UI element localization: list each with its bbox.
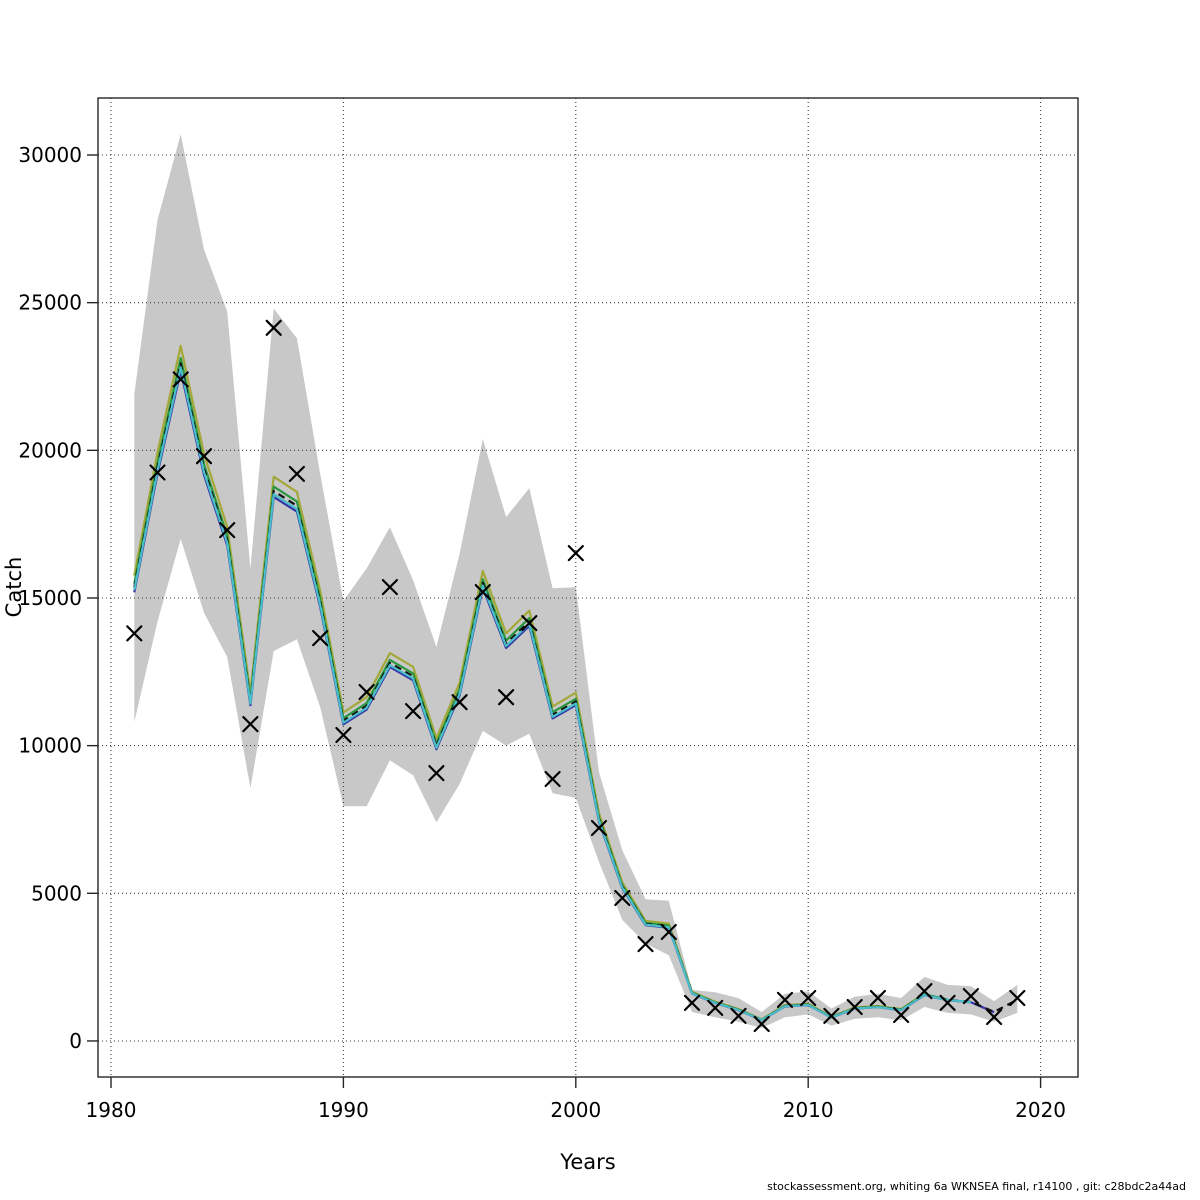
observed-catch-marker: [637, 936, 654, 953]
y-axis-title: Catch: [2, 556, 26, 618]
x-tick-label: 2000: [550, 1098, 601, 1122]
observed-catch-markers: [126, 319, 1026, 1033]
y-tick-label: 10000: [18, 734, 82, 758]
observed-catch-marker: [986, 1008, 1003, 1026]
observed-catch-marker: [381, 579, 398, 596]
observed-catch-marker: [219, 522, 236, 539]
observed-catch-marker: [962, 988, 979, 1005]
observed-catch-marker: [405, 703, 422, 720]
y-tick-label: 30000: [18, 143, 82, 167]
x-axis-title: Years: [560, 1150, 616, 1174]
x-tick-label: 2020: [1015, 1098, 1066, 1122]
confidence-band: [134, 134, 1018, 1029]
x-tick-label: 1990: [318, 1098, 369, 1122]
observed-catch-marker: [521, 615, 538, 632]
y-tick-label: 25000: [18, 291, 82, 315]
observed-catch-marker: [195, 448, 213, 465]
observed-catch-marker: [730, 1007, 747, 1024]
observed-catch-marker: [451, 694, 468, 711]
observed-catch-marker: [893, 1006, 910, 1024]
observed-catch-marker: [660, 923, 677, 941]
observed-catch-marker: [474, 584, 491, 601]
y-tick-label: 0: [69, 1029, 82, 1053]
observed-catch-marker: [683, 994, 701, 1011]
observed-catch-marker: [149, 464, 166, 481]
observed-catch-marker: [498, 689, 515, 706]
observed-catch-marker: [1009, 989, 1026, 1007]
observed-catch-marker: [846, 998, 863, 1016]
y-tick-label: 15000: [18, 586, 82, 610]
observed-catch-marker: [823, 1007, 840, 1024]
observed-catch-marker: [126, 625, 143, 642]
fit-line-final-run-2019: [133, 362, 1018, 1022]
observed-catch-marker: [288, 465, 305, 482]
y-tick-label: 20000: [18, 438, 82, 462]
observed-catch-marker: [544, 770, 561, 788]
observed-catch-marker: [707, 999, 724, 1016]
plot-border: [97, 97, 1079, 1078]
observed-catch-marker: [358, 683, 375, 701]
observed-catch-marker: [753, 1015, 770, 1033]
observed-catch-marker: [172, 371, 189, 388]
observed-catch-marker: [428, 765, 445, 782]
x-tick-label: 2010: [783, 1098, 834, 1122]
observed-catch-marker: [335, 726, 352, 744]
footer-attribution: stockassessment.org, whiting 6a WKNSEA f…: [767, 1180, 1186, 1193]
observed-catch-marker: [265, 319, 282, 336]
observed-catch-marker: [614, 889, 631, 907]
observed-catch-marker: [567, 545, 584, 562]
observed-catch-marker: [312, 630, 329, 647]
observed-catch-marker: [776, 991, 794, 1008]
observed-catch-marker: [242, 716, 259, 733]
observed-catch-marker: [939, 994, 956, 1011]
observed-catch-marker: [916, 983, 933, 1000]
x-tick-label: 1980: [86, 1098, 137, 1122]
observed-catch-marker: [800, 989, 817, 1007]
y-tick-label: 5000: [31, 881, 82, 905]
observed-catch-marker: [590, 819, 608, 837]
observed-catch-marker: [869, 989, 886, 1007]
